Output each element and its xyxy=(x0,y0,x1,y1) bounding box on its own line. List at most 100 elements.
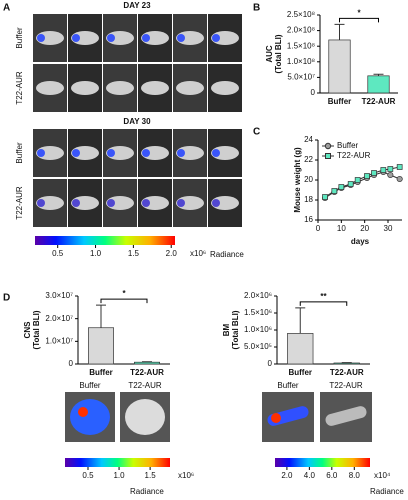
y-axis-label: CNS xyxy=(23,321,32,339)
mouse-body xyxy=(71,196,99,210)
mouse-body xyxy=(36,196,64,210)
y-axis-label: BM xyxy=(222,323,231,336)
signal-spot xyxy=(107,199,115,207)
legend-marker xyxy=(324,142,332,150)
marker xyxy=(364,173,370,179)
mouse-body xyxy=(176,31,204,45)
colorbar-tick-label: 1.0 xyxy=(113,471,125,480)
mouse-body xyxy=(176,146,204,160)
signal-spot xyxy=(271,413,281,423)
y-tick-label: 0 xyxy=(268,359,273,368)
marker xyxy=(396,175,403,183)
signal-spot xyxy=(142,34,150,42)
marker xyxy=(396,164,403,170)
y-tick-label: 20 xyxy=(304,175,313,184)
colorbar xyxy=(35,236,175,245)
mouse-body xyxy=(141,146,169,160)
y-axis-label: (Total BLI) xyxy=(32,310,41,349)
tissue xyxy=(325,406,367,426)
colorbar-tick-label: 4.0 xyxy=(304,471,316,480)
series-line xyxy=(324,166,400,198)
marker xyxy=(347,181,354,187)
y-tick-label: 2.5×10⁸ xyxy=(287,10,315,19)
colorbar-unit: x10⁶ xyxy=(178,471,194,480)
signal-spot xyxy=(142,149,150,157)
mouse-body xyxy=(141,31,169,45)
panel-label: D xyxy=(3,293,10,304)
y-tick-label: 2.0×10⁷ xyxy=(45,314,73,323)
row-label: T22-AUR xyxy=(15,186,24,220)
x-tick-label: 20 xyxy=(360,224,369,233)
mouse-body xyxy=(36,31,64,45)
mouse-body xyxy=(211,31,239,45)
mouse-body xyxy=(141,196,169,210)
x-tick-label: T22-AUR xyxy=(330,368,364,377)
error-bar xyxy=(373,73,384,76)
x-tick-label: 30 xyxy=(384,224,393,233)
colorbar-tick-label: 0.5 xyxy=(82,471,94,480)
colorbar-tick-label: 1.0 xyxy=(90,249,102,258)
marker xyxy=(354,177,361,183)
series-line xyxy=(324,171,400,199)
marker xyxy=(380,167,387,173)
image-label: T22-AUR xyxy=(128,381,162,390)
bar xyxy=(287,333,314,365)
bar xyxy=(328,39,351,94)
mouse-body xyxy=(106,146,134,160)
mouse-body xyxy=(176,196,204,210)
signal-spot xyxy=(37,199,45,207)
y-axis-label: (Total BLI) xyxy=(231,310,240,349)
significance-bracket xyxy=(100,298,148,304)
signal-spot xyxy=(142,199,150,207)
signal-spot xyxy=(107,149,115,157)
colorbar-tick-label: 1.5 xyxy=(145,471,157,480)
signal-spot xyxy=(177,34,185,42)
significance-bracket xyxy=(299,301,348,306)
signal-spot xyxy=(177,149,185,157)
image-label: Buffer xyxy=(79,381,101,390)
colorbar-tick-label: 8.0 xyxy=(349,471,361,480)
y-tick-label: 22 xyxy=(304,155,313,164)
colorbar xyxy=(275,458,370,467)
y-axis-label: (Total BLI) xyxy=(274,34,283,73)
colorbar-tick-label: 1.5 xyxy=(128,249,140,258)
colorbar-tick-label: 2.0 xyxy=(166,249,178,258)
x-tick-label: T22-AUR xyxy=(362,97,396,106)
y-tick-label: 1.5×10⁸ xyxy=(287,41,315,50)
panel-label: C xyxy=(253,127,260,138)
mouse-body xyxy=(106,81,134,95)
y-tick-label: 5.0×10⁵ xyxy=(244,342,272,351)
marker xyxy=(322,194,328,200)
row-label: Buffer xyxy=(15,27,24,49)
y-tick-label: 0 xyxy=(69,359,74,368)
error-bar xyxy=(96,304,106,328)
marker xyxy=(331,188,338,194)
legend-marker xyxy=(325,153,331,159)
colorbar-label: Radiance xyxy=(130,487,164,496)
y-tick-label: 1.5×10⁶ xyxy=(244,308,272,317)
y-tick-label: 16 xyxy=(304,215,313,224)
y-tick-label: 1.0×10⁶ xyxy=(244,325,272,334)
legend-label: Buffer xyxy=(337,141,359,150)
marker xyxy=(338,184,345,190)
signal-spot xyxy=(212,149,220,157)
marker xyxy=(387,166,394,172)
row-label: Buffer xyxy=(15,142,24,164)
colorbar-label: Radiance xyxy=(210,250,244,259)
x-tick-label: Buffer xyxy=(288,368,312,377)
mouse-body xyxy=(211,81,239,95)
signal-spot xyxy=(177,199,185,207)
y-tick-label: 5.0×10⁷ xyxy=(287,73,315,82)
colorbar-tick-label: 0.5 xyxy=(52,249,64,258)
signal-spot xyxy=(212,199,220,207)
y-tick-label: 1.0×10⁸ xyxy=(287,57,315,66)
group-title: DAY 30 xyxy=(123,117,151,126)
bar xyxy=(367,75,390,94)
mouse-body xyxy=(211,196,239,210)
bar xyxy=(87,327,114,365)
marker xyxy=(371,170,377,176)
x-axis-label: days xyxy=(351,237,370,246)
colorbar-unit: x10⁴ xyxy=(374,471,391,480)
colorbar-tick-label: 2.0 xyxy=(281,471,293,480)
